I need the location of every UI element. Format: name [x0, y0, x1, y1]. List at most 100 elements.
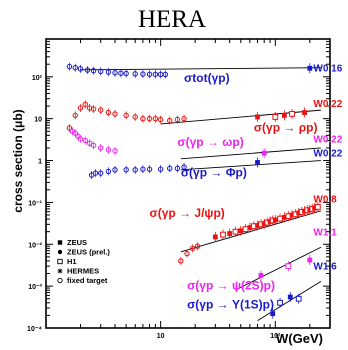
x-axis-label: W(GeV) [276, 331, 323, 346]
data-point [295, 295, 302, 302]
data-point [277, 215, 283, 222]
data-point [98, 145, 104, 151]
data-point [277, 299, 283, 306]
series-power-label: W1.6 [313, 261, 337, 272]
y-tick-label: 10⁻² [28, 242, 42, 249]
y-tick-label: 10⁻³ [28, 284, 42, 291]
data-point [77, 66, 84, 72]
data-point [242, 226, 249, 233]
data-point [212, 234, 218, 240]
data-point [162, 71, 169, 78]
data-point [255, 223, 260, 228]
data-point [238, 228, 244, 234]
fit-line [180, 210, 322, 253]
series-label: σ(γp → ρp) [254, 120, 318, 134]
data-point [167, 165, 173, 172]
data-point [181, 164, 187, 170]
data-point [227, 231, 233, 236]
legend-marker [57, 249, 63, 255]
data-point [220, 231, 226, 238]
data-point [296, 210, 302, 216]
data-point [302, 110, 307, 115]
data-point [82, 137, 88, 144]
data-point [112, 148, 118, 154]
data-point [184, 250, 190, 257]
data-point [123, 70, 129, 77]
data-point [105, 109, 112, 116]
data-point [72, 130, 78, 136]
data-point [289, 212, 295, 218]
series-power-label: W0.22 [313, 148, 342, 159]
data-point [307, 257, 313, 263]
data-point [270, 311, 276, 317]
data-point [272, 114, 279, 120]
series-label: σ(γp → Φp) [181, 165, 247, 179]
series-label: σ(γp → ψ(2S)p) [187, 279, 275, 293]
data-point [140, 115, 146, 122]
data-point [140, 71, 146, 77]
data-point [272, 217, 278, 223]
y-tick-label: 10² [32, 75, 43, 82]
data-point [146, 166, 153, 172]
data-point [72, 112, 78, 119]
plot-area: 10 10² 10² 10 1 10⁻¹ 10⁻² 10⁻³ 10⁻⁴ σtot(γp) W0.16… [27, 38, 343, 340]
y-tick-label: 10⁻⁴ [27, 326, 42, 333]
data-point [261, 150, 267, 156]
data-point [255, 160, 260, 165]
data-point [84, 67, 91, 73]
data-point [314, 204, 321, 210]
data-point [123, 112, 129, 119]
data-point [247, 225, 253, 231]
data-point [132, 71, 138, 77]
series-label: σ(γp → Υ(1S)p) [187, 298, 274, 312]
data-point [66, 63, 73, 70]
data-point [181, 115, 187, 122]
x-tick-label: 10 [157, 333, 165, 340]
data-point [281, 112, 287, 118]
data-point [77, 136, 84, 142]
data-point [281, 214, 287, 220]
data-point [98, 107, 104, 113]
chart-title: HERA [138, 6, 206, 33]
data-point [152, 115, 159, 122]
data-point [258, 273, 264, 278]
data-point [152, 71, 159, 77]
series-power-label: W0.8 [313, 194, 337, 205]
data-point [77, 105, 84, 111]
legend-label: fixed target [67, 276, 108, 285]
data-point [312, 205, 317, 211]
series-label: σtot(γp) [184, 71, 230, 85]
data-point [146, 71, 153, 77]
legend-marker [57, 258, 63, 265]
data-point [66, 125, 73, 131]
data-point [105, 168, 112, 175]
data-point [167, 117, 173, 124]
data-point [157, 166, 164, 172]
data-point [174, 165, 181, 172]
series-power-label: W1.1 [313, 228, 337, 239]
data-point [92, 170, 99, 176]
fit-line [235, 246, 322, 291]
data-point [189, 245, 196, 252]
y-tick-label: 10 [34, 117, 42, 124]
data-point [287, 294, 293, 300]
series-label: σ(γp → J/ψp) [150, 206, 225, 220]
data-point [178, 258, 184, 264]
data-point [112, 111, 118, 117]
data-point [90, 106, 97, 112]
data-point [232, 228, 239, 235]
fit-line [257, 280, 322, 322]
y-tick-label: 1 [38, 159, 42, 166]
data-point [261, 221, 267, 227]
fit-line [180, 147, 321, 160]
data-point [255, 114, 260, 120]
data-point [90, 67, 97, 74]
legend-label: ZEUS [67, 238, 87, 247]
data-point [289, 111, 295, 117]
series-power-label: W0.22 [313, 134, 342, 145]
series-label: σ(γp → ωp) [177, 135, 243, 149]
data-point [86, 140, 93, 146]
legend-label: ZEUS (prel.) [67, 248, 110, 257]
